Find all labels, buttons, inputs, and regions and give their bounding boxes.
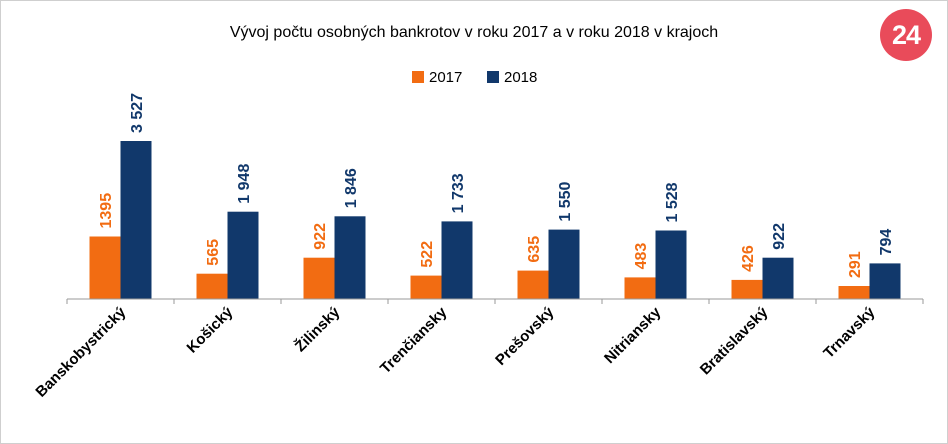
value-label-2017-5: 483 [633, 243, 650, 270]
value-label-2018-2: 1 846 [343, 168, 360, 208]
category-label-1: Košický [184, 303, 237, 356]
value-label-2017-2: 922 [312, 223, 329, 250]
value-label-2018-7: 794 [878, 229, 895, 256]
value-label-2017-6: 426 [740, 245, 757, 272]
value-label-2018-0: 3 527 [129, 93, 146, 133]
value-label-2017-1: 565 [205, 239, 222, 266]
value-label-2017-0: 1395 [98, 193, 115, 229]
bar-2018-7 [869, 263, 901, 299]
category-label-5: Nitriansky [601, 303, 665, 367]
brand-logo: 24 [880, 9, 932, 61]
category-label-7: Trnavský [820, 303, 878, 361]
category-label-0: Banskobystrický [32, 303, 129, 400]
value-label-2018-3: 1 733 [450, 173, 467, 213]
value-label-2017-4: 635 [526, 236, 543, 263]
bar-2017-3 [410, 275, 442, 299]
category-label-2: Žilinský [291, 303, 344, 356]
value-labels-group: 1395 3 527 565 1 948 922 1 846 522 1 733 635 1 55… [98, 93, 895, 278]
category-labels-group: Banskobystrický Košický Žilinský Trenčiansk… [32, 303, 878, 401]
bar-2017-2 [303, 257, 335, 299]
legend-label-2017: 2017 [429, 69, 462, 86]
bar-2018-3 [441, 221, 473, 299]
value-label-2018-4: 1 550 [557, 181, 574, 221]
bar-2017-4 [517, 270, 549, 299]
category-label-3: Trenčiansky [377, 303, 451, 377]
bar-2017-5 [624, 277, 656, 299]
legend-label-2018: 2018 [504, 69, 537, 86]
category-label-6: Bratislavský [697, 303, 772, 378]
bars-group [89, 141, 901, 299]
bar-2017-6 [731, 279, 763, 299]
bar-2018-6 [762, 257, 794, 299]
legend-swatch-2017 [412, 71, 424, 83]
bar-2018-1 [227, 211, 259, 299]
value-label-2018-6: 922 [771, 223, 788, 250]
value-label-2017-7: 291 [847, 251, 864, 278]
bar-2017-7 [838, 286, 870, 299]
x-axis-ticks [66, 299, 924, 304]
bar-2017-1 [196, 273, 228, 299]
legend: 2017 2018 [412, 69, 537, 86]
value-label-2017-3: 522 [419, 241, 436, 268]
category-label-4: Prešovský [492, 303, 558, 369]
bar-2018-5 [655, 230, 687, 299]
bar-2018-2 [334, 216, 366, 299]
value-label-2018-1: 1 948 [236, 164, 253, 204]
chart-title: Vývoj počtu osobných bankrotov v roku 20… [230, 24, 718, 41]
bar-2018-4 [548, 229, 580, 299]
value-label-2018-5: 1 528 [664, 182, 681, 222]
bar-2018-0 [120, 141, 152, 299]
bar-2017-0 [89, 236, 121, 299]
legend-swatch-2018 [487, 71, 499, 83]
